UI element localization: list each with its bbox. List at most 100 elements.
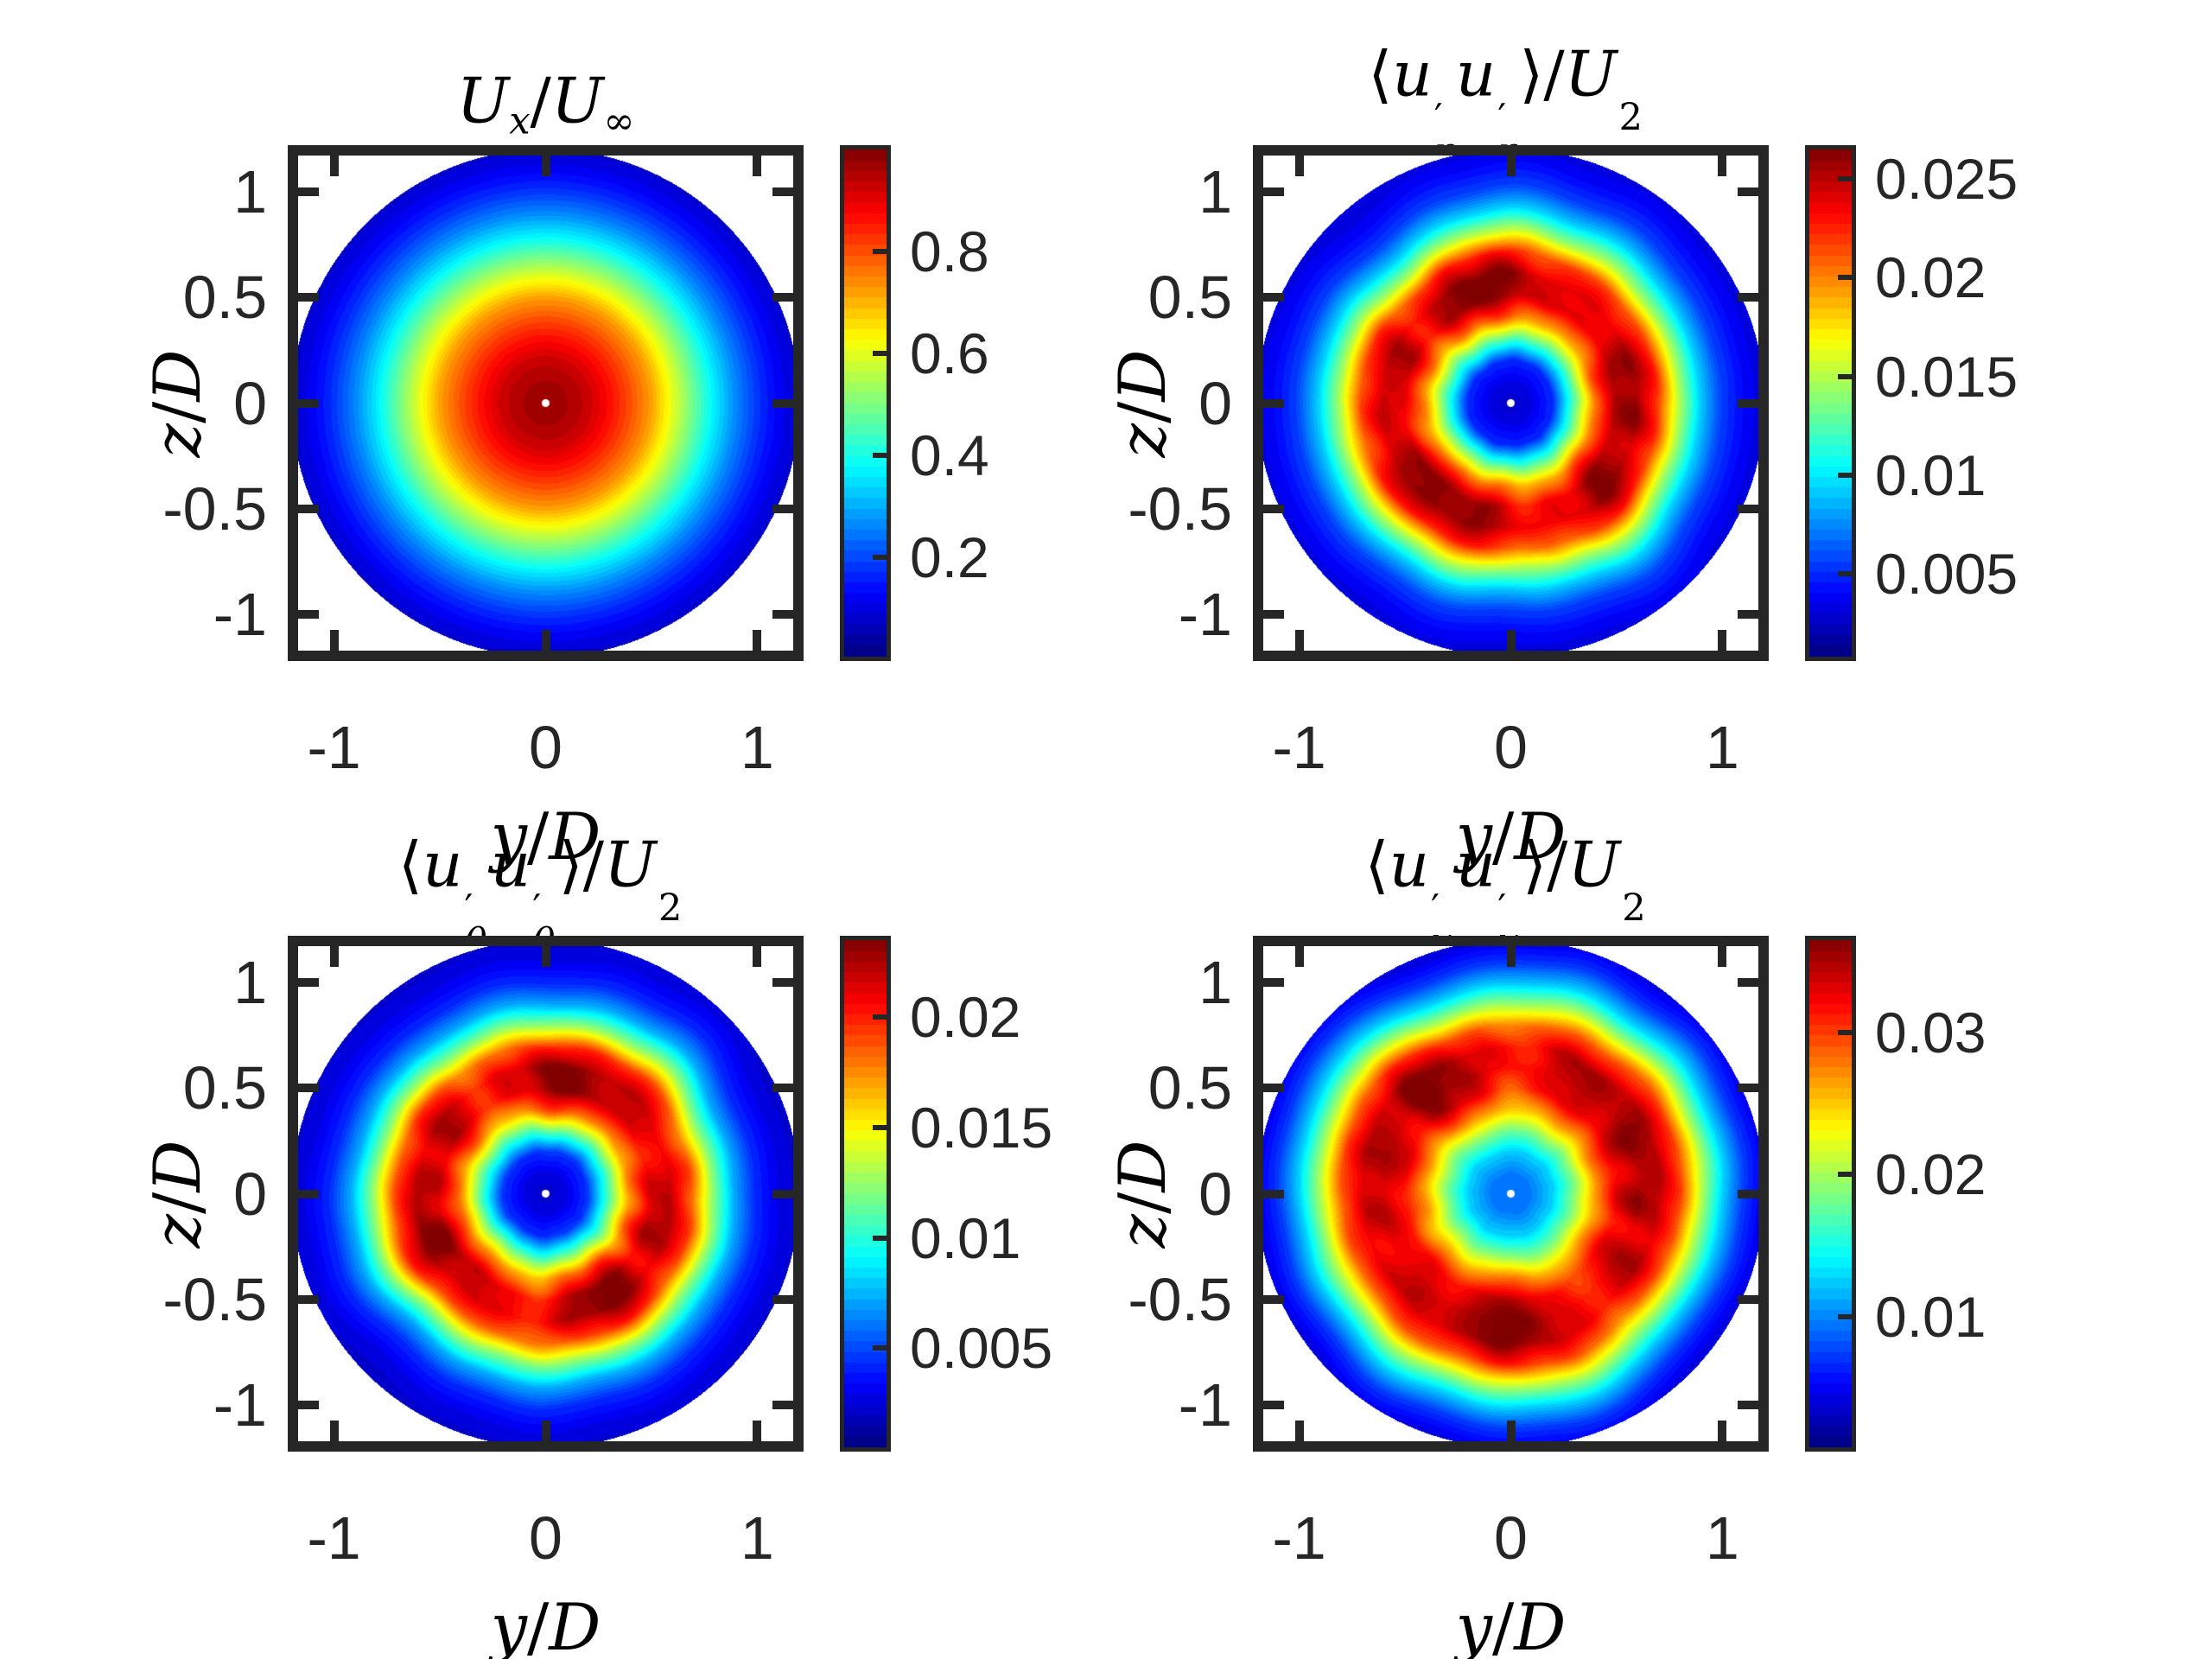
colorbar-tick-mark xyxy=(1838,275,1852,281)
y-tick-label: -0.5 xyxy=(162,474,267,543)
text-token: U xyxy=(1567,828,1621,901)
y-tick-mark-right xyxy=(772,398,793,408)
text-token: U xyxy=(550,64,604,137)
y-tick-mark xyxy=(298,1401,319,1410)
y-tick-label: -1 xyxy=(213,581,267,649)
colorbar xyxy=(840,145,891,661)
colorbar-tick-label: 0.005 xyxy=(910,1316,1053,1381)
text-token: z xyxy=(139,1213,215,1248)
supsub-token: ′ x xyxy=(1497,887,1519,964)
colorbar xyxy=(1805,936,1856,1452)
x-tick-label: 1 xyxy=(740,1504,774,1572)
plot-title: ⟨u ′ x u ′ x ⟩/U 2 ∞ xyxy=(1365,828,1657,964)
x-tick-mark xyxy=(329,630,339,651)
x-tick-label: 1 xyxy=(740,714,774,781)
y-tick-label: 1 xyxy=(233,948,267,1016)
colorbar xyxy=(840,936,891,1452)
colorbar-tick-mark xyxy=(873,1124,887,1130)
x-tick-mark-top xyxy=(329,156,339,176)
text-token: y xyxy=(490,1589,527,1659)
colorbar-tick-mark xyxy=(873,452,887,458)
y-tick-label: 1 xyxy=(1198,948,1232,1016)
colorbar-tick-mark xyxy=(1838,1029,1852,1035)
y-tick-mark xyxy=(1263,1084,1284,1093)
y-tick-label: -1 xyxy=(1178,1371,1232,1440)
text-token: U xyxy=(1564,37,1618,111)
y-tick-mark-right xyxy=(1738,187,1758,196)
y-tick-mark-right xyxy=(772,1401,793,1410)
x-tick-label: 0 xyxy=(1494,714,1528,781)
y-tick-mark xyxy=(298,977,319,987)
text-token: / xyxy=(530,64,551,137)
colorbar-tick-mark xyxy=(873,1345,887,1351)
x-tick-mark-top xyxy=(1294,156,1304,176)
colorbar-tick-label: 0.4 xyxy=(910,423,989,487)
y-tick-label: 0.5 xyxy=(182,264,267,332)
x-tick-mark-top xyxy=(1294,946,1304,967)
contour-field-canvas xyxy=(1263,156,1758,651)
text-token: D xyxy=(1514,798,1567,874)
supsub-token: 2 ∞ xyxy=(1622,887,1654,964)
y-tick-label: 0.5 xyxy=(1147,264,1232,332)
x-tick-mark-top xyxy=(753,946,762,967)
x-tick-mark xyxy=(753,1421,762,1441)
contour-field-canvas xyxy=(298,946,793,1441)
x-tick-label: 1 xyxy=(1705,1504,1739,1572)
colorbar-tick-mark xyxy=(1838,472,1852,478)
colorbar-tick-label: 0.005 xyxy=(1875,542,2018,607)
text-token: z xyxy=(1104,1213,1180,1248)
colorbar-tick-label: 0.01 xyxy=(1875,442,1986,507)
y-tick-mark xyxy=(298,504,319,513)
y-tick-mark-right xyxy=(1738,1084,1758,1093)
y-tick-mark-right xyxy=(1738,1294,1758,1304)
y-tick-mark-right xyxy=(772,293,793,302)
y-tick-mark-right xyxy=(1738,1401,1758,1410)
text-token: y xyxy=(1455,798,1492,874)
colorbar-tick-mark xyxy=(873,350,887,356)
x-tick-mark xyxy=(1506,630,1516,651)
y-tick-mark-right xyxy=(772,1084,793,1093)
colorbar-tick-label: 0.2 xyxy=(910,524,989,589)
y-tick-mark-right xyxy=(772,1294,793,1304)
colorbar-tick-mark xyxy=(873,1235,887,1241)
y-tick-label: 0 xyxy=(233,1160,267,1228)
text-token: / xyxy=(1491,1589,1515,1659)
contour-field-canvas xyxy=(298,156,793,651)
x-tick-label: 0 xyxy=(529,1504,563,1572)
supsub-token: ′ θ xyxy=(532,887,556,964)
x-tick-mark xyxy=(1718,1421,1727,1441)
y-tick-mark xyxy=(298,187,319,196)
subscript-token: x xyxy=(509,99,531,143)
y-tick-mark xyxy=(298,293,319,302)
text-token: y xyxy=(1455,1589,1492,1659)
y-tick-mark xyxy=(1263,1294,1284,1304)
y-tick-mark xyxy=(298,1189,319,1198)
colorbar-tick-mark xyxy=(1838,1313,1852,1319)
x-axis-label: y/D xyxy=(491,798,601,874)
text-token: u xyxy=(1455,828,1497,901)
y-tick-mark-right xyxy=(1738,1189,1758,1198)
text-token: z xyxy=(1104,423,1180,457)
colorbar-gradient-canvas xyxy=(1809,940,1852,1447)
y-tick-label: -1 xyxy=(1178,581,1232,649)
text-token: U xyxy=(604,828,657,901)
colorbar-tick-label: 0.02 xyxy=(1875,245,1986,310)
x-tick-label: -1 xyxy=(307,1504,361,1572)
text-token: ⟩/ xyxy=(1519,37,1565,111)
x-tick-mark xyxy=(1294,630,1304,651)
colorbar-gradient-canvas xyxy=(844,149,887,657)
text-token: D xyxy=(549,798,601,874)
x-tick-mark xyxy=(1506,1421,1516,1441)
plot-title: ⟨u ′ r u ′ r ⟩/U 2 ∞ xyxy=(1368,37,1654,170)
y-tick-mark-right xyxy=(1738,398,1758,408)
colorbar-tick-label: 0.6 xyxy=(910,321,989,385)
x-tick-mark-top xyxy=(1506,156,1516,176)
x-tick-mark xyxy=(753,630,762,651)
y-tick-mark-right xyxy=(1738,977,1758,987)
colorbar-tick-mark xyxy=(873,248,887,254)
colorbar-tick-mark xyxy=(873,554,887,560)
y-tick-mark xyxy=(1263,1401,1284,1410)
colorbar-tick-label: 0.01 xyxy=(1875,1284,1986,1349)
